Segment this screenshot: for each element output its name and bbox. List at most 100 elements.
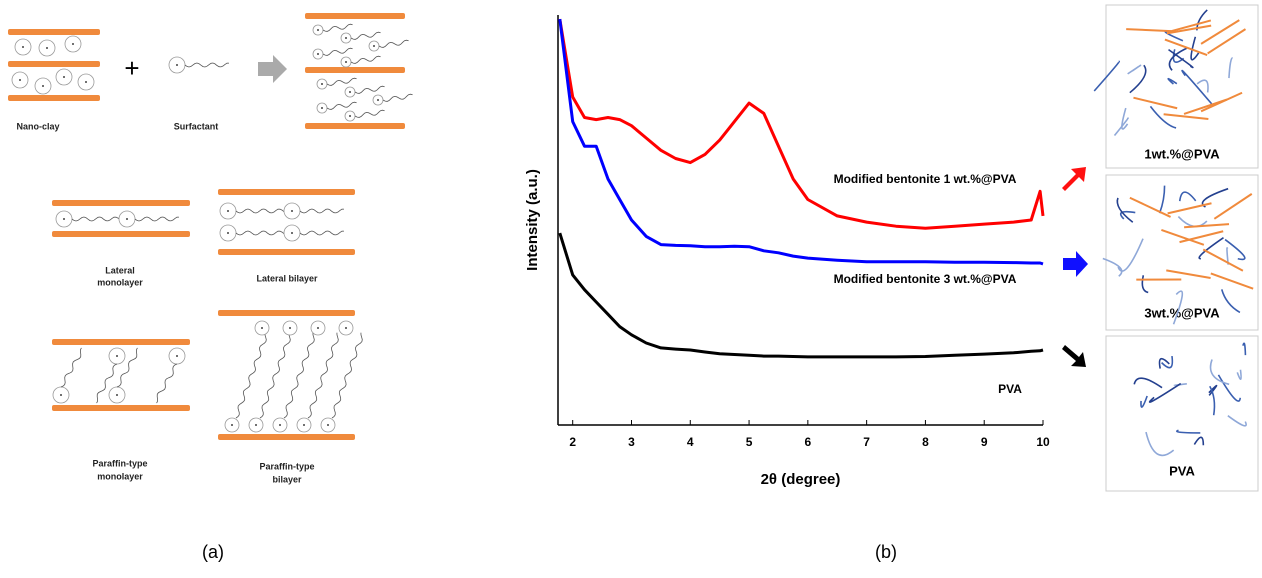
ion-dot xyxy=(345,61,347,63)
x-axis-label: 2θ (degree) xyxy=(761,471,841,488)
surfactant-chain xyxy=(236,333,266,418)
surfactant-chain xyxy=(355,86,385,93)
x-tick-label: 9 xyxy=(981,435,988,449)
surfactant-chain xyxy=(351,56,381,63)
ion-dot xyxy=(227,210,229,212)
ion-dot xyxy=(327,424,329,426)
ion-dot xyxy=(345,37,347,39)
x-tick-label: 8 xyxy=(922,435,929,449)
surfactant-chain xyxy=(383,94,413,101)
ion-dot xyxy=(377,99,379,101)
inset-label: PVA xyxy=(1169,463,1195,478)
ion-dot xyxy=(349,91,351,93)
surfactant-chain xyxy=(260,333,290,418)
ion-dot xyxy=(63,218,65,220)
arrow xyxy=(258,55,287,83)
clay-layer xyxy=(305,13,405,19)
surfactant-chain xyxy=(300,231,344,235)
clay-layer xyxy=(52,200,190,206)
ion-dot xyxy=(22,46,24,48)
ion-dot xyxy=(373,45,375,47)
ion-dot xyxy=(116,355,118,357)
surfactant-chain xyxy=(236,209,286,213)
plus: + xyxy=(124,53,139,83)
surfactant-chain xyxy=(157,364,177,403)
x-tick-label: 4 xyxy=(687,435,694,449)
surfactant-chain xyxy=(323,48,353,55)
clay-layer xyxy=(52,231,190,237)
ion-dot xyxy=(176,355,178,357)
clay-layer xyxy=(218,434,355,440)
ion-dot xyxy=(279,424,281,426)
y-axis-label: Intensity (a.u.) xyxy=(524,169,541,271)
x-tick-label: 2 xyxy=(569,435,576,449)
x-tick-label: 10 xyxy=(1036,435,1050,449)
label: Lateral bilayer xyxy=(256,273,318,283)
ion-dot xyxy=(303,424,305,426)
surfactant-chain xyxy=(185,63,229,67)
label: Nano-clay xyxy=(16,121,59,131)
series-label: Modified bentonite 3 wt.%@PVA xyxy=(834,272,1017,286)
label: Paraffin-type xyxy=(92,458,147,468)
surfactant-chain xyxy=(332,333,362,418)
surfactant-chain xyxy=(72,217,122,221)
surfactant-chain xyxy=(327,102,357,109)
ion-dot xyxy=(289,327,291,329)
surfactant-chain xyxy=(351,32,381,39)
ion-dot xyxy=(291,232,293,234)
ion-dot xyxy=(72,43,74,45)
ion-dot xyxy=(317,29,319,31)
ion-dot xyxy=(60,394,62,396)
label: monolayer xyxy=(97,471,143,481)
arrows xyxy=(1062,167,1088,367)
arrow xyxy=(1062,167,1086,191)
surfactant-chain xyxy=(327,78,357,85)
ion-dot xyxy=(321,107,323,109)
insets: 1wt.%@PVA 3wt.%@PVA PVA xyxy=(1094,5,1258,491)
ion-dot xyxy=(63,76,65,78)
ion-dot xyxy=(46,47,48,49)
clay-layer xyxy=(305,67,405,73)
panel-label: (a) xyxy=(202,542,224,562)
series-label: Modified bentonite 1 wt.%@PVA xyxy=(834,172,1017,186)
clay-layer xyxy=(8,95,100,101)
label: Surfactant xyxy=(174,121,219,131)
chart: 2 3 4 5 6 7 8 9 10 2θ (degree) Intensity (a.u.) (b)… xyxy=(524,15,1050,562)
surfactant-chain xyxy=(61,348,81,387)
x-tick-label: 5 xyxy=(746,435,753,449)
x-tick-label: 7 xyxy=(863,435,870,449)
arrow xyxy=(1062,345,1086,367)
label: bilayer xyxy=(272,474,302,484)
ion-dot xyxy=(85,81,87,83)
surfactant-chain xyxy=(236,231,286,235)
clay-layer xyxy=(305,123,405,129)
clay-layer xyxy=(8,61,100,67)
ion-dot xyxy=(349,115,351,117)
clay-layer xyxy=(52,405,190,411)
schematic: Nano-clay + Surfactant Lateral monolayer… xyxy=(8,13,413,562)
label: Lateral xyxy=(105,265,135,275)
series-line xyxy=(560,233,1043,357)
ion-dot xyxy=(231,424,233,426)
arrow xyxy=(1063,251,1088,277)
x-tick-label: 6 xyxy=(805,435,812,449)
ion-dot xyxy=(317,327,319,329)
ion-dot xyxy=(19,79,21,81)
series-line xyxy=(560,19,1043,264)
clay-layer xyxy=(52,339,190,345)
clay-layer xyxy=(218,249,355,255)
series-line xyxy=(560,19,1043,228)
label: monolayer xyxy=(97,277,143,287)
surfactant-chain xyxy=(284,333,314,418)
surfactant-chain xyxy=(308,333,338,418)
series-label: PVA xyxy=(998,382,1022,396)
ion-dot xyxy=(116,394,118,396)
ion-dot xyxy=(321,83,323,85)
ion-dot xyxy=(126,218,128,220)
ion-dot xyxy=(291,210,293,212)
panel-label: (b) xyxy=(875,542,897,562)
surfactant-chain xyxy=(355,110,385,117)
x-tick-label: 3 xyxy=(628,435,635,449)
clay-layer xyxy=(218,189,355,195)
